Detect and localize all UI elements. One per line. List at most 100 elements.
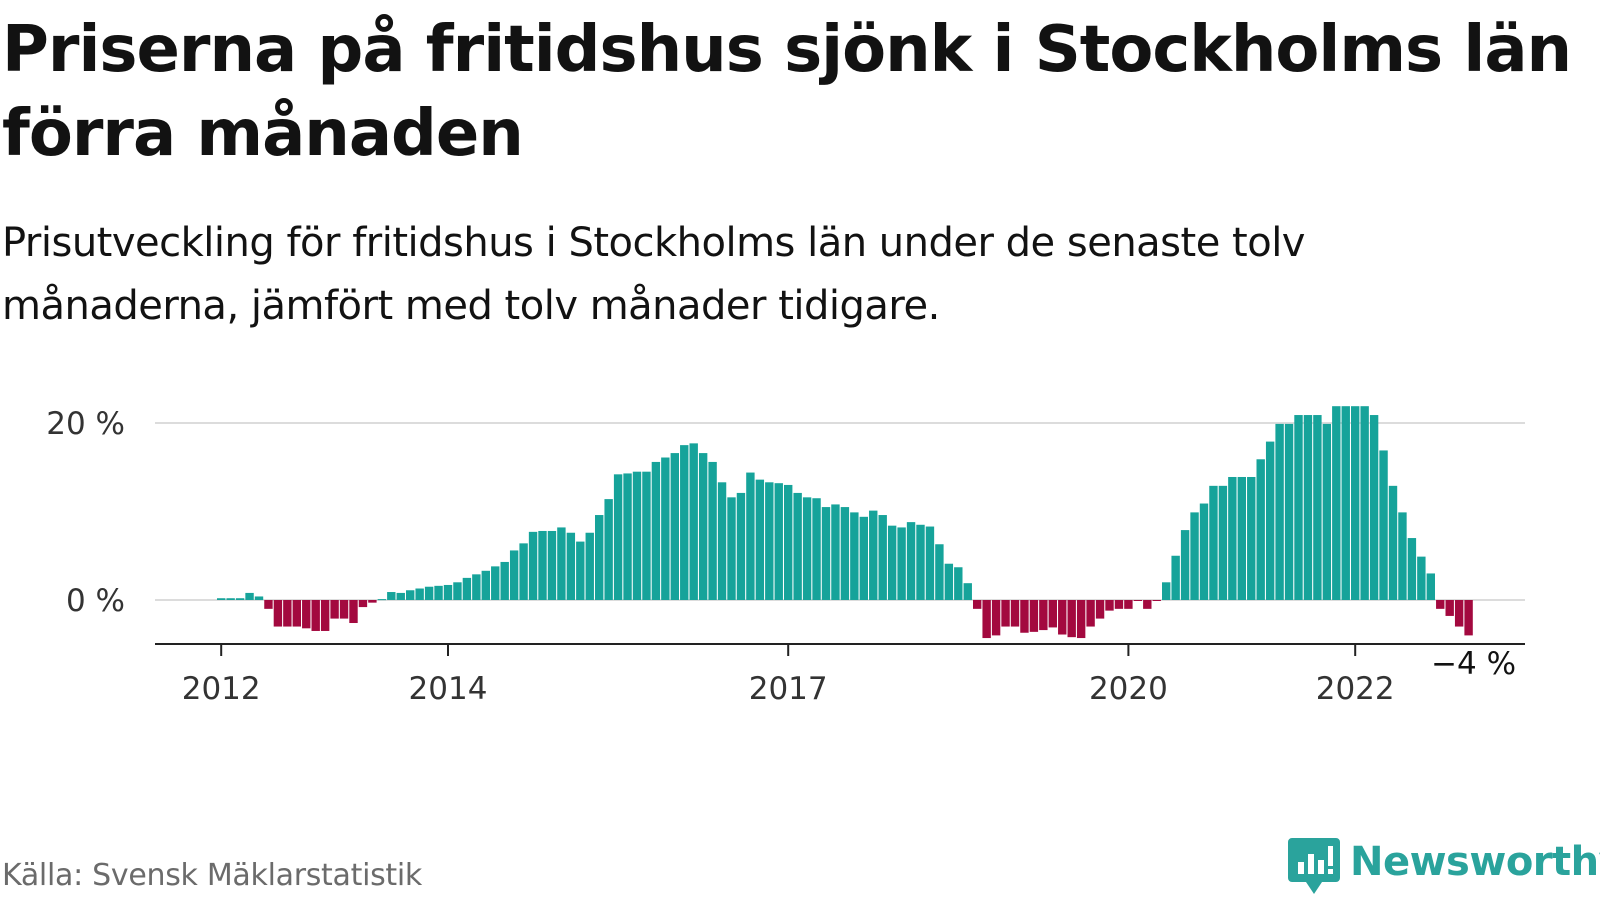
bar [1237,476,1246,601]
bar [1124,600,1133,609]
bar [1180,530,1190,601]
bar [1048,600,1057,628]
bar [1029,600,1039,632]
source-note: Källa: Svensk Mäklarstatistik [2,858,423,893]
bar [774,483,783,600]
bar [1162,582,1171,600]
bar [528,531,538,600]
bar [1171,555,1180,600]
bar [1303,415,1313,600]
bar [1095,600,1105,619]
bar [755,479,765,600]
y-tick-label: 0 % [66,583,125,619]
bar [1010,600,1020,627]
bar [254,596,264,600]
bar [349,600,358,624]
bar [1426,573,1435,600]
bar [547,530,557,600]
bar [1039,600,1048,631]
bar [1388,485,1398,600]
bar [897,527,906,600]
bar [1369,415,1379,600]
bar [1143,600,1152,609]
bar [481,570,490,600]
bar [1218,485,1228,600]
bar [519,543,528,600]
x-tick-label: 2017 [749,671,828,707]
bar [292,600,301,627]
bar [925,526,935,600]
bar [1284,423,1294,600]
bar [859,516,868,600]
bar [1341,406,1350,600]
bar [821,507,831,600]
bar [368,600,377,603]
bar [935,544,944,600]
bar [1076,600,1086,639]
bar [538,530,547,600]
bar [708,461,717,600]
bar [840,507,850,600]
bar [1464,600,1473,636]
bar [595,515,604,600]
newsworthy-logo-icon [1288,838,1340,894]
bar [623,473,632,600]
bar [680,445,689,601]
bar [850,512,859,600]
bar [406,590,415,600]
bar [1114,600,1124,609]
bar [1398,512,1407,600]
bar [1133,600,1143,601]
bar [396,592,405,600]
bar [245,592,254,600]
bar [878,515,887,600]
bar [1379,450,1388,600]
chart-subtitle: Prisutveckling för fritidshus i Stockhol… [2,220,1305,329]
bar [812,498,821,600]
bar [387,592,396,600]
bar [651,461,661,600]
bar [1086,600,1095,627]
x-tick-label: 2020 [1089,671,1168,707]
bar [415,588,424,601]
bar [1313,415,1322,600]
bar [1058,600,1067,635]
bar [424,586,434,600]
bar [973,600,982,609]
bar [273,600,283,627]
bar [358,600,368,608]
bar [264,600,273,609]
bar [377,599,387,601]
y-tick-label: 20 % [46,406,125,442]
bar [736,492,746,600]
bar [906,522,916,600]
bar [217,598,226,600]
x-tick-label: 2014 [409,671,488,707]
chart-title: Priserna på fritidshus sjönk i Stockholm… [2,13,1572,171]
bar [1105,600,1114,611]
bar [302,600,311,629]
bar [1190,512,1199,600]
brand-logo[interactable]: Newsworthy [1288,838,1600,896]
bar [689,443,698,600]
bar [226,598,235,600]
bar [491,566,500,600]
bar [283,600,292,627]
bar [944,563,954,600]
bar [462,577,472,601]
bar [557,527,566,600]
bar [887,525,897,600]
x-tick-label: 2022 [1316,671,1395,707]
bar [1247,476,1256,601]
bar [1256,459,1265,600]
bar [1322,423,1332,600]
bar [453,582,462,600]
bar [991,600,1001,636]
bar [1445,600,1454,616]
bar [585,532,594,600]
bar [320,600,330,631]
bar [670,453,679,600]
bar [1228,476,1237,601]
axis-layer: 2012 2014 2017 2020 2022 −4 % [155,643,1525,707]
bar [727,497,736,600]
